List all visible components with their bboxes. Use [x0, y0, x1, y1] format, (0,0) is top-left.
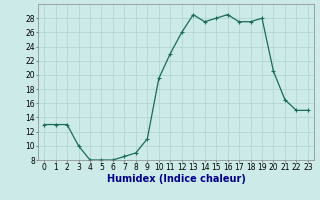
X-axis label: Humidex (Indice chaleur): Humidex (Indice chaleur) [107, 174, 245, 184]
